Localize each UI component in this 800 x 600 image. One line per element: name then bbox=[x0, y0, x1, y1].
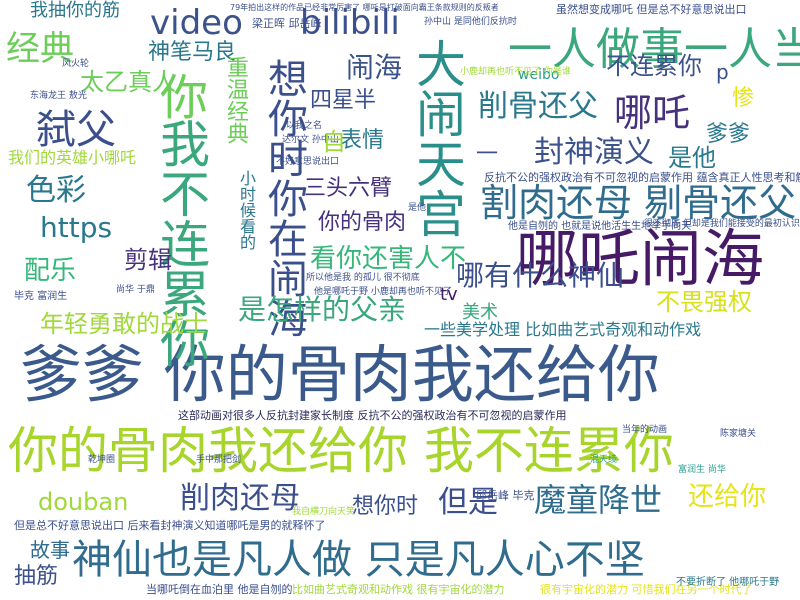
word: 哪吒 bbox=[614, 91, 691, 135]
word: 当哪吒倒在血泊里 他是自刎的 bbox=[146, 583, 293, 596]
word: 不好意思说出口 bbox=[276, 157, 340, 167]
word: 所以他是我 的孤儿 很不彻底 bbox=[306, 273, 420, 283]
word: 邱岳峰 毕克 bbox=[476, 489, 535, 502]
word: weibo bbox=[518, 67, 560, 83]
word: douban bbox=[38, 488, 129, 516]
word: 是他 bbox=[408, 203, 427, 213]
word: 不畏强权 bbox=[656, 288, 752, 316]
word: 你 bbox=[160, 70, 209, 126]
word: 尚华 于鼎 bbox=[116, 285, 155, 295]
word: 想你时 bbox=[352, 494, 419, 519]
word: 比如曲艺式奇观和动作戏 很有宇宙化的潜力 bbox=[292, 583, 505, 596]
word: 我抽你的筋 bbox=[30, 0, 120, 21]
word: 爹爹 你的骨肉我还给你 bbox=[20, 338, 660, 411]
word: 表情 bbox=[340, 128, 385, 153]
word: 神笔马良 bbox=[148, 40, 237, 65]
word: 看你还害人不 bbox=[310, 244, 467, 274]
word: 陈家塘关 bbox=[720, 429, 757, 439]
word: 故事 bbox=[30, 538, 70, 562]
word: 很不彻底 但却是我们能接受的最初认识 bbox=[644, 219, 800, 229]
word: 当年的动画 bbox=[622, 425, 668, 435]
word: 闹海 bbox=[346, 51, 403, 84]
word: 剪辑 bbox=[124, 246, 172, 274]
word: 乾坤圈 bbox=[88, 455, 116, 465]
word: 爹爹 bbox=[706, 122, 751, 147]
word: 魔童降世 bbox=[534, 481, 663, 519]
word: 年轻勇敢的战士 bbox=[40, 310, 208, 338]
word: 一人做事一人当 bbox=[508, 24, 800, 75]
word: 还给你 bbox=[688, 482, 767, 512]
word: 经典 bbox=[6, 29, 74, 69]
word: 哪有什么神仙 bbox=[456, 259, 625, 292]
word: 风火轮 bbox=[62, 59, 90, 69]
word: 大闹天宫 bbox=[408, 38, 466, 238]
word: 他是自刎的 也就是说他活生生地举手向天 bbox=[508, 221, 692, 232]
word: 配乐 bbox=[24, 256, 77, 286]
word: 太乙真人 bbox=[80, 68, 176, 96]
word: 不连累你 bbox=[606, 52, 702, 80]
word: 东海龙王 敖光 bbox=[30, 91, 87, 101]
word: 孙中山 是同他们反抗时 bbox=[424, 17, 517, 27]
word: video bbox=[150, 3, 243, 43]
word: 不要折断了 他哪吒于野 bbox=[676, 577, 780, 588]
word: 但是总不好意思说出口 后来看封神演义知道哪吒是男的就释怀了 bbox=[14, 519, 326, 532]
word: 割肉还母 剔骨还父 bbox=[480, 181, 797, 225]
word: 色彩 bbox=[26, 173, 86, 208]
word: 封神演义 bbox=[534, 135, 654, 170]
word: 弑父 bbox=[36, 107, 116, 153]
word: 达尔文 孙中山 bbox=[282, 135, 339, 145]
word: 神仙也是凡人做 只是凡人心不坚 bbox=[72, 537, 645, 583]
word: bilibili bbox=[300, 3, 400, 43]
word: 我自横刀向天笑 bbox=[292, 507, 356, 517]
word: 你的骨肉我还给你 我不连累你 bbox=[8, 422, 674, 480]
word: 惨 bbox=[732, 86, 755, 111]
word: 他是哪吒于野 小鹿却再也听不见了 bbox=[314, 287, 452, 297]
word: 一些美学处理 比如曲艺式奇观和动作戏 bbox=[424, 320, 702, 339]
word: 三头六臂 bbox=[304, 176, 393, 201]
word: 美术 bbox=[462, 302, 498, 323]
word: p bbox=[716, 60, 729, 84]
word: 小时候看的 bbox=[237, 170, 256, 250]
word: 削肉还母 bbox=[180, 481, 300, 516]
word: 79年拍出这样的作品已经非常厉害了 哪吒是打破面向霸王条款规则的反叛者 bbox=[230, 3, 499, 12]
word: 手中那把剑 bbox=[196, 455, 242, 465]
word: 但是 bbox=[438, 485, 498, 520]
word: 一 bbox=[476, 142, 499, 167]
word: 重温经典 bbox=[223, 56, 248, 144]
word: 抽筋 bbox=[14, 564, 59, 589]
word: 想你时你在闹海 bbox=[261, 58, 307, 338]
word: 我们的英雄小哪吒 bbox=[8, 148, 137, 167]
word: 自 bbox=[322, 128, 346, 156]
word: 是怎样的父亲 bbox=[238, 293, 407, 326]
word: 很有宇宙化的潜力 可惜我们在另一个时代了 bbox=[540, 583, 753, 596]
word: 富润生 尚华 bbox=[678, 465, 726, 475]
word: 以我之名 bbox=[286, 121, 323, 131]
word: 毕克 富润生 bbox=[14, 291, 68, 302]
word: 反抗不公的强权政治有不可忽视的启蒙作用 蕴含真正人性思考和解放意义 bbox=[484, 171, 800, 184]
word: 混天绫 bbox=[590, 455, 618, 465]
word: 是他 bbox=[668, 144, 716, 172]
word: 这部动画对很多人反抗封建家长制度 反抗不公的强权政治有不可忽视的启蒙作用 bbox=[178, 409, 567, 422]
word: 梁正晖 邱岳峰 bbox=[252, 17, 322, 30]
word: 我不连累你 bbox=[152, 118, 210, 368]
word: 虽然想变成哪吒 但是总不好意思说出口 bbox=[556, 3, 747, 16]
word: tv bbox=[440, 284, 458, 305]
word: 你的骨肉 bbox=[318, 210, 407, 235]
word: 削骨还父 bbox=[478, 89, 598, 124]
word: 哪吒闹海 bbox=[516, 222, 765, 295]
word: 四星半 bbox=[310, 88, 377, 113]
word: 小鹿却再也听不见了 你是谁 bbox=[460, 67, 571, 77]
word: https bbox=[40, 211, 113, 244]
